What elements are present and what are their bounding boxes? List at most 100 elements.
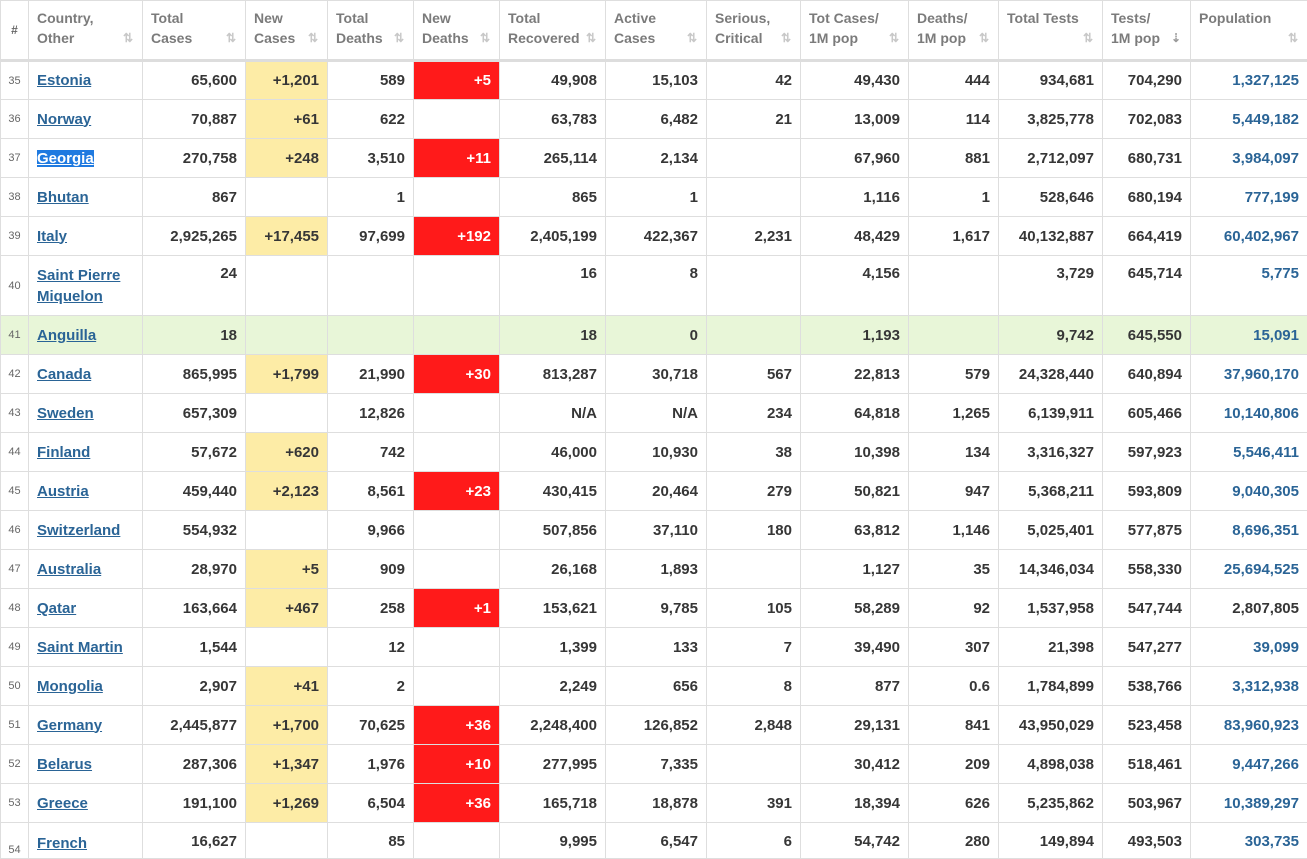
sort-icon[interactable]: ⇅	[979, 31, 991, 45]
population-link[interactable]: 5,775	[1261, 265, 1299, 282]
country-link[interactable]: Saint Martin	[37, 639, 123, 656]
country-link[interactable]: Finland	[37, 444, 90, 461]
country-link[interactable]: Qatar	[37, 600, 76, 617]
cell-num: 46	[1, 511, 29, 550]
population-link[interactable]: 8,696,351	[1232, 522, 1299, 539]
cell-population: 37,960,170	[1191, 355, 1307, 394]
population-link[interactable]: 25,694,525	[1224, 561, 1299, 578]
country-link[interactable]: Austria	[37, 483, 89, 500]
population-link[interactable]: 3,312,938	[1232, 678, 1299, 695]
column-header-tests-per-1m[interactable]: Tests/ 1M pop⇣	[1103, 1, 1191, 61]
cell-cases-per-1m: 30,412	[801, 745, 909, 784]
country-link[interactable]: Anguilla	[37, 327, 96, 344]
cell-population: 1,327,125	[1191, 61, 1307, 100]
population-link[interactable]: 10,389,297	[1224, 795, 1299, 812]
country-link[interactable]: Greece	[37, 795, 88, 812]
population-link[interactable]: 5,546,411	[1233, 444, 1299, 461]
population-link[interactable]: 60,402,967	[1224, 228, 1299, 245]
population-link[interactable]: 15,091	[1253, 327, 1299, 344]
cell-country: Georgia	[29, 139, 143, 178]
country-link[interactable]: Mongolia	[37, 678, 103, 695]
column-header-country[interactable]: Country, Other⇅	[29, 1, 143, 61]
cell-serious: 180	[707, 511, 801, 550]
country-link[interactable]: Belarus	[37, 756, 92, 773]
cell-active-cases: 422,367	[606, 217, 707, 256]
cell-population: 10,140,806	[1191, 394, 1307, 433]
column-header-label: Tot Cases/ 1M pop	[809, 10, 879, 46]
cell-cases-per-1m: 48,429	[801, 217, 909, 256]
country-link[interactable]: Sweden	[37, 405, 94, 422]
cell-tests-per-1m: 503,967	[1103, 784, 1191, 823]
cell-active-cases: 8	[606, 256, 707, 316]
country-link[interactable]: Norway	[37, 111, 91, 128]
cell-active-cases: 656	[606, 667, 707, 706]
sort-icon[interactable]: ⇅	[123, 31, 135, 45]
sort-icon[interactable]: ⇅	[226, 31, 238, 45]
column-header-total-cases[interactable]: Total Cases⇅	[143, 1, 246, 61]
cell-num: 49	[1, 628, 29, 667]
column-header-new-deaths[interactable]: New Deaths⇅	[414, 1, 500, 61]
sort-icon[interactable]: ⇅	[781, 31, 793, 45]
population-link[interactable]: 83,960,923	[1224, 717, 1299, 734]
country-link[interactable]: Saint Pierre Miquelon	[37, 265, 134, 307]
country-link[interactable]: Georgia	[37, 150, 94, 167]
column-header-active-cases[interactable]: Active Cases⇅	[606, 1, 707, 61]
population-link[interactable]: 3,984,097	[1232, 150, 1299, 167]
column-header-deaths-per-1m[interactable]: Deaths/ 1M pop⇅	[909, 1, 999, 61]
cell-total-recovered: 18	[500, 316, 606, 355]
population-link[interactable]: 39,099	[1253, 639, 1299, 656]
population-link[interactable]: 9,040,305	[1232, 483, 1299, 500]
sort-icon[interactable]: ⇅	[687, 31, 699, 45]
cell-active-cases: 37,110	[606, 511, 707, 550]
population-link[interactable]: 9,447,266	[1232, 756, 1299, 773]
country-link[interactable]: Switzerland	[37, 522, 120, 539]
cell-serious: 6	[707, 823, 801, 859]
sort-icon[interactable]: ⇅	[1083, 31, 1095, 45]
cell-new-cases	[246, 178, 328, 217]
sort-icon[interactable]: ⇅	[308, 31, 320, 45]
population-link[interactable]: 10,140,806	[1224, 405, 1299, 422]
country-link[interactable]: French	[37, 835, 87, 852]
cell-tests-per-1m: 702,083	[1103, 100, 1191, 139]
sort-icon[interactable]: ⇅	[586, 31, 598, 45]
population-link[interactable]: 303,735	[1245, 833, 1299, 850]
country-link[interactable]: Canada	[37, 366, 91, 383]
column-header-label: Serious, Critical	[715, 10, 770, 46]
column-header-population[interactable]: Population⇅	[1191, 1, 1307, 61]
column-header-total-deaths[interactable]: Total Deaths⇅	[328, 1, 414, 61]
column-header-total-tests[interactable]: Total Tests⇅	[999, 1, 1103, 61]
sort-icon[interactable]: ⇅	[480, 31, 492, 45]
sort-descending-icon[interactable]: ⇣	[1171, 31, 1183, 45]
country-link[interactable]: Italy	[37, 228, 67, 245]
column-header-num[interactable]: #	[1, 1, 29, 61]
country-link[interactable]: Estonia	[37, 72, 91, 89]
cell-num: 42	[1, 355, 29, 394]
sort-icon[interactable]: ⇅	[1288, 31, 1300, 45]
population-link[interactable]: 5,449,182	[1232, 111, 1299, 128]
country-link[interactable]: Germany	[37, 717, 102, 734]
cell-num: 47	[1, 550, 29, 589]
sort-icon[interactable]: ⇅	[394, 31, 406, 45]
country-link[interactable]: Australia	[37, 561, 101, 578]
column-header-cases-per-1m[interactable]: Tot Cases/ 1M pop ⇅	[801, 1, 909, 61]
cell-new-cases: +620	[246, 433, 328, 472]
cell-total-deaths: 3,510	[328, 139, 414, 178]
population-link[interactable]: 1,327,125	[1232, 72, 1299, 89]
cell-serious: 567	[707, 355, 801, 394]
cell-deaths-per-1m: 626	[909, 784, 999, 823]
column-header-new-cases[interactable]: New Cases⇅	[246, 1, 328, 61]
population-link[interactable]: 777,199	[1245, 189, 1299, 206]
sort-icon[interactable]: ⇅	[889, 31, 901, 45]
cell-new-deaths	[414, 823, 500, 859]
column-header-serious[interactable]: Serious, Critical ⇅	[707, 1, 801, 61]
cell-active-cases: 6,482	[606, 100, 707, 139]
cell-population: 10,389,297	[1191, 784, 1307, 823]
country-link[interactable]: Bhutan	[37, 189, 89, 206]
population-link[interactable]: 37,960,170	[1224, 366, 1299, 383]
cell-deaths-per-1m: 841	[909, 706, 999, 745]
column-header-total-recovered[interactable]: Total Recovered⇅	[500, 1, 606, 61]
cell-total-tests: 9,742	[999, 316, 1103, 355]
cell-total-recovered: 2,248,400	[500, 706, 606, 745]
